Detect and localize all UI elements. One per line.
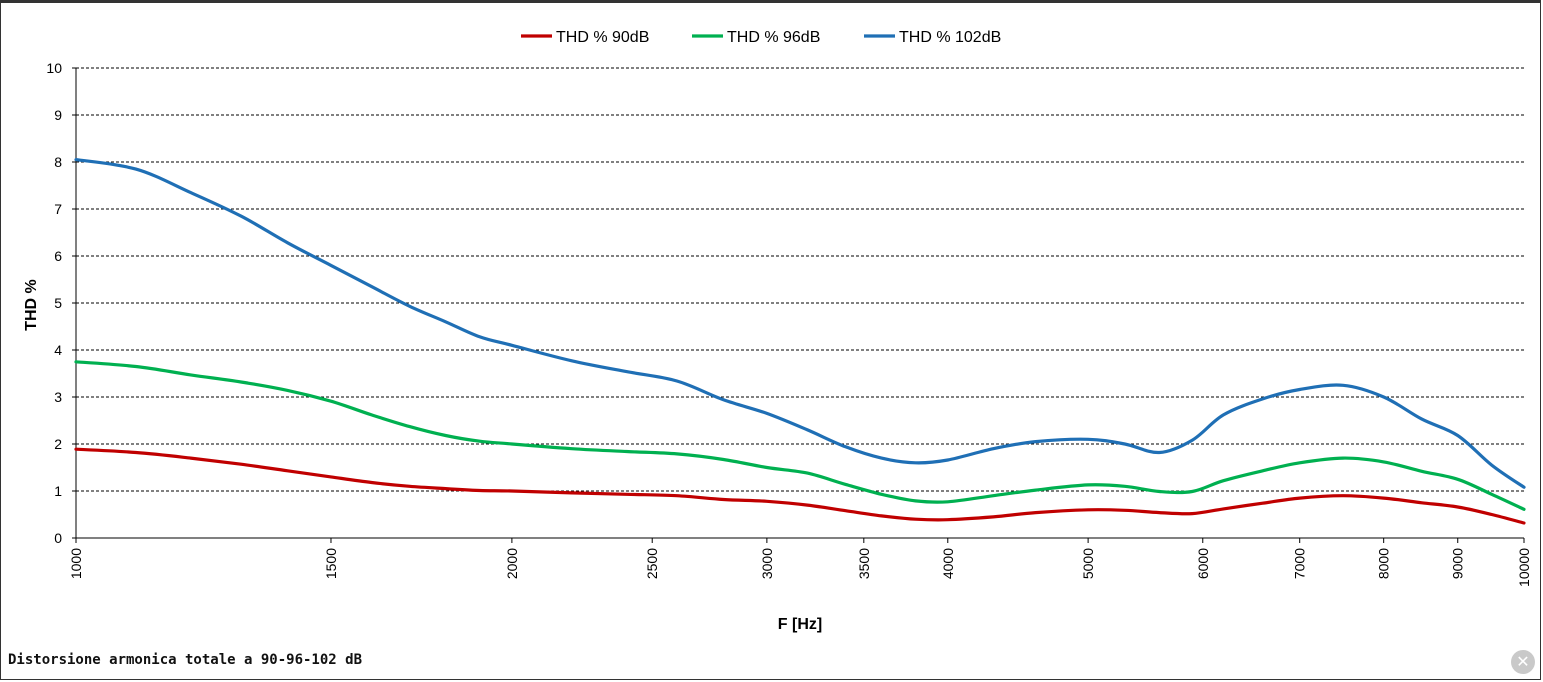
x-tick-label: 7000 [1292,548,1308,579]
x-tick-label: 9000 [1450,548,1466,579]
x-tick-label: 2500 [644,548,660,579]
grid-layer [76,67,1524,492]
y-tick-label: 3 [54,389,62,405]
x-tick-label: 10000 [1516,548,1532,587]
x-tick-label: 3000 [759,548,775,579]
y-tick-label: 7 [54,201,62,217]
y-tick-label: 1 [54,483,62,499]
series-line-0 [74,447,1526,525]
series-line-1 [74,360,1526,511]
y-tick-label: 8 [54,154,62,170]
y-tick-label: 5 [54,295,62,311]
x-axis-title: F [Hz] [778,616,822,633]
y-axis-title: THD % [23,279,40,331]
x-tick-label: 2000 [504,548,520,579]
x-tick-label: 8000 [1376,548,1392,579]
axis-layer: 0 1 2 3 4 5 6 7 8 9 10 1000 1500 2000 2500 3000 3500 4000… [46,60,1532,587]
legend-label-2: THD % 102dB [899,29,1001,46]
x-tick-label: 1000 [68,548,84,579]
y-tick-label: 10 [46,60,62,76]
y-tick-label: 4 [54,342,62,358]
series-layer [74,158,1526,525]
legend-label-0: THD % 90dB [556,29,649,46]
x-tick-label: 4000 [940,548,956,579]
series-line-2 [74,158,1526,489]
chart-caption: Distorsione armonica totale a 90-96-102 … [8,652,363,668]
y-tick-label: 6 [54,248,62,264]
y-tick-label: 2 [54,436,62,452]
x-tick-label: 6000 [1195,548,1211,579]
close-button[interactable]: ✕ [1511,650,1535,674]
x-tick-label: 5000 [1080,548,1096,579]
legend-label-1: THD % 96dB [727,29,820,46]
close-icon: ✕ [1516,652,1530,671]
chart-legend: THD % 90dB THD % 96dB THD % 102dB [521,29,1001,46]
x-tick-label: 1500 [323,548,339,579]
y-tick-label: 9 [54,107,62,123]
y-tick-label: 0 [54,530,62,546]
x-tick-label: 3500 [856,548,872,579]
